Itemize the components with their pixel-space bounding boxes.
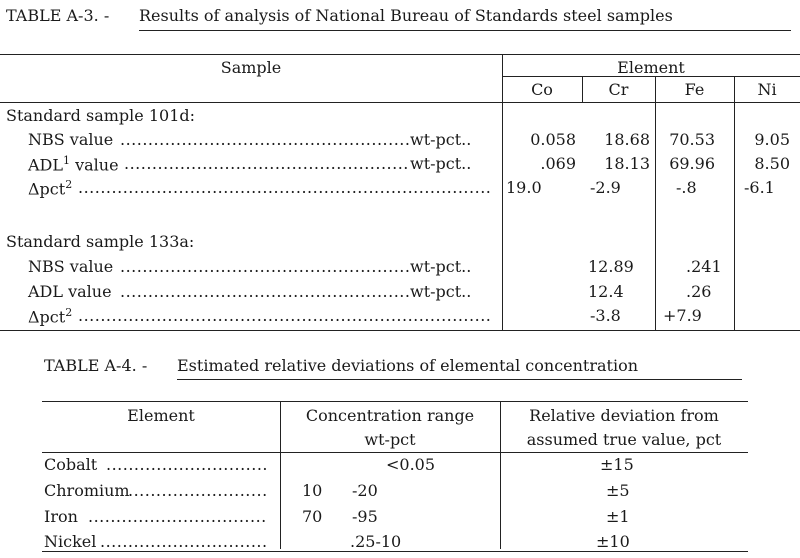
cell-fe: +7.9 — [663, 306, 702, 325]
row-unit: wt-pct.. — [410, 257, 472, 276]
col-sample-header: Sample — [220, 58, 282, 77]
table-a4-label: TABLE A-4. - — [44, 356, 148, 375]
dot-leader: .................................. — [88, 507, 266, 526]
row-element: Cobalt — [44, 455, 98, 474]
col-range-unit: wt-pct — [364, 430, 416, 449]
cell-cr: -2.9 — [590, 178, 621, 197]
col-cr-header: Cr — [608, 80, 629, 99]
sample-133a-heading: Standard sample 133a: — [6, 232, 195, 251]
cell-deviation: ±10 — [596, 532, 630, 551]
cell-co: .069 — [540, 154, 576, 173]
sample-column-rule — [502, 54, 503, 330]
row-element: Iron — [44, 507, 78, 526]
row-label: ADL value — [28, 282, 112, 301]
cell-fe: .26 — [686, 282, 712, 301]
cell-cr: 12.4 — [588, 282, 624, 301]
row-unit: wt-pct.. — [410, 282, 472, 301]
sample-101d-heading: Standard sample 101d: — [6, 106, 195, 125]
row-label: ADL1 value — [28, 154, 119, 175]
table-bottom-rule — [0, 330, 800, 331]
element-sub-rule — [502, 76, 800, 77]
cell-cr: 18.13 — [604, 154, 650, 173]
cell-range-low: 10 — [302, 481, 323, 500]
cell-range-low: 70 — [302, 507, 323, 526]
cell-deviation: ±5 — [606, 481, 630, 500]
cell-ni: 8.50 — [754, 154, 790, 173]
title-underline — [139, 30, 791, 31]
table-a4-title: Estimated relative deviations of element… — [177, 356, 639, 375]
cell-fe: 70.53 — [669, 130, 715, 149]
table-top-rule — [0, 54, 800, 55]
cell-range: .25-10 — [350, 532, 402, 551]
col-ni-header: Ni — [757, 80, 777, 99]
cell-ni: -6.1 — [744, 178, 775, 197]
row-label: Δpct2 — [28, 178, 73, 199]
row-label: NBS value — [28, 257, 114, 276]
dot-leader: ................................ — [100, 532, 266, 551]
row-label: NBS value — [28, 130, 114, 149]
col-co-header: Co — [531, 80, 553, 99]
dot-leader: ........................................… — [120, 130, 410, 149]
range-deviation-rule — [500, 401, 501, 549]
cell-co: 19.0 — [506, 178, 542, 197]
row-label: Δpct2 — [28, 306, 73, 327]
table-top-rule — [42, 401, 748, 402]
row-unit: wt-pct.. — [410, 130, 472, 149]
cell-range: <0.05 — [386, 455, 436, 474]
cell-cr: -3.8 — [590, 306, 621, 325]
dot-leader: ........................................… — [120, 257, 410, 276]
cell-fe: -.8 — [676, 178, 697, 197]
table-bottom-rule — [42, 551, 748, 552]
dot-leader: .......................... — [128, 481, 266, 500]
dot-leader: ........................................… — [124, 154, 410, 173]
col-fe-header: Fe — [684, 80, 705, 99]
row-unit: wt-pct.. — [410, 154, 472, 173]
cell-range-high: -95 — [352, 507, 378, 526]
table-a3-label: TABLE A-3. - — [6, 6, 110, 25]
cell-deviation: ±1 — [606, 507, 630, 526]
dot-leader: ........................................… — [78, 306, 492, 325]
cell-co: 0.058 — [530, 130, 576, 149]
co-cr-header-rule — [582, 76, 583, 102]
col-deviation-header-2: assumed true value, pct — [526, 430, 722, 449]
dot-leader: ........................................… — [78, 178, 492, 197]
cell-fe: 69.96 — [669, 154, 715, 173]
row-element: Nickel — [44, 532, 97, 551]
element-range-rule — [280, 401, 281, 549]
header-bottom-rule — [0, 102, 800, 103]
title-underline — [177, 379, 742, 380]
col-deviation-header: Relative deviation from — [529, 406, 719, 425]
col-element-header: Element — [127, 406, 195, 425]
cr-fe-rule — [655, 76, 656, 330]
header-bottom-rule — [42, 452, 748, 453]
fe-ni-rule — [734, 76, 735, 330]
cell-fe: .241 — [686, 257, 722, 276]
dot-leader: .............................. — [106, 455, 266, 474]
cell-ni: 9.05 — [754, 130, 790, 149]
dot-leader: ........................................… — [120, 282, 410, 301]
cell-cr: 12.89 — [588, 257, 634, 276]
col-range-header: Concentration range — [305, 406, 475, 425]
row-element: Chromium — [44, 481, 130, 500]
table-a3-title: Results of analysis of National Bureau o… — [139, 6, 673, 25]
cell-cr: 18.68 — [604, 130, 650, 149]
cell-range-high: -20 — [352, 481, 378, 500]
col-element-header: Element — [617, 58, 685, 77]
cell-deviation: ±15 — [600, 455, 634, 474]
